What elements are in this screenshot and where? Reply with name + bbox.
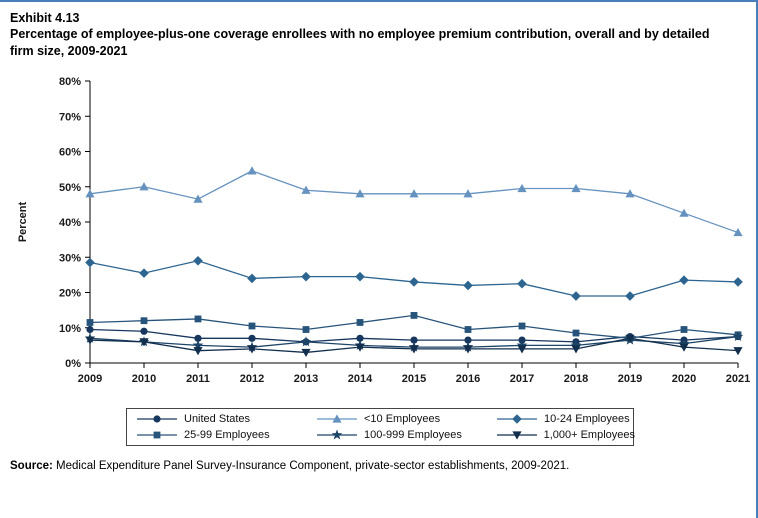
source-line: Source: Medical Expenditure Panel Survey… <box>10 460 750 472</box>
legend-label: 1,000+ Employees <box>543 428 635 441</box>
legend-item: United States <box>135 412 315 426</box>
svg-text:30%: 30% <box>59 252 81 264</box>
svg-text:2015: 2015 <box>402 373 426 385</box>
svg-text:2016: 2016 <box>456 373 480 385</box>
svg-text:Percent: Percent <box>17 201 29 242</box>
svg-text:2010: 2010 <box>132 373 156 385</box>
chart-area: 0% 10% 20% 30% 40% 50% 60% 70% 80% 2009 2010 2011 20… <box>12 63 750 400</box>
star-marker-icon <box>317 429 357 440</box>
legend-label: United States <box>184 412 251 425</box>
legend: United States <10 Employees 10-24 Employee… <box>126 407 635 446</box>
svg-text:20%: 20% <box>59 287 81 299</box>
chart-title: Percentage of employee-plus-one coverage… <box>10 27 710 58</box>
svg-text:2013: 2013 <box>294 373 318 385</box>
series--10-employees <box>85 166 743 236</box>
svg-text:80%: 80% <box>59 76 81 88</box>
svg-text:60%: 60% <box>59 146 81 158</box>
chart-header: Exhibit 4.13 Percentage of employee-plus… <box>10 10 750 59</box>
triangle-up-marker-icon <box>317 414 357 423</box>
svg-text:70%: 70% <box>59 111 81 123</box>
svg-text:2014: 2014 <box>348 373 373 385</box>
square-marker-icon <box>137 431 177 439</box>
circle-marker-icon <box>137 415 177 423</box>
svg-text:2009: 2009 <box>78 373 102 385</box>
line-chart: 0% 10% 20% 30% 40% 50% 60% 70% 80% 2009 2010 2011 20… <box>17 76 750 385</box>
svg-text:2018: 2018 <box>564 373 588 385</box>
legend-item: <10 Employees <box>315 412 495 426</box>
svg-text:2019: 2019 <box>618 373 642 385</box>
series-1-000-employees <box>85 334 743 357</box>
svg-text:40%: 40% <box>59 217 81 229</box>
svg-text:50%: 50% <box>59 182 81 194</box>
exhibit-label: Exhibit 4.13 <box>10 11 80 25</box>
svg-text:2017: 2017 <box>510 373 534 385</box>
legend-item: 100-999 Employees <box>315 428 495 442</box>
legend-item: 10-24 Employees <box>495 412 635 426</box>
source-text: Medical Expenditure Panel Survey-Insuran… <box>52 459 570 472</box>
legend-label: <10 Employees <box>364 412 441 425</box>
svg-text:2011: 2011 <box>186 373 210 385</box>
svg-text:2012: 2012 <box>240 373 264 385</box>
legend-item: 1,000+ Employees <box>495 428 635 442</box>
svg-text:10%: 10% <box>59 323 81 335</box>
legend-item: 25-99 Employees <box>135 428 315 442</box>
legend-label: 100-999 Employees <box>364 428 462 441</box>
legend-label: 10-24 Employees <box>544 412 630 425</box>
svg-text:0%: 0% <box>65 358 81 370</box>
triangle-down-marker-icon <box>497 431 537 440</box>
series-10-24-employees <box>85 255 743 301</box>
legend-label: 25-99 Employees <box>184 428 270 441</box>
svg-text:2020: 2020 <box>672 373 696 385</box>
svg-text:2021: 2021 <box>726 373 750 385</box>
source-label: Source: <box>10 459 53 472</box>
diamond-marker-icon <box>497 413 537 424</box>
